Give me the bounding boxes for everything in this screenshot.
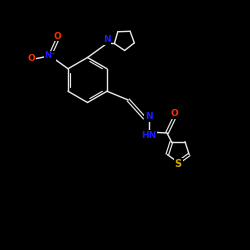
Text: O: O <box>170 110 178 118</box>
Text: N⁺: N⁺ <box>44 51 56 60</box>
Text: S: S <box>175 159 182 169</box>
Text: O: O <box>53 32 61 40</box>
Text: N: N <box>103 36 110 44</box>
Text: N: N <box>145 112 153 121</box>
Text: HN: HN <box>141 131 156 140</box>
Text: O: O <box>27 54 35 63</box>
